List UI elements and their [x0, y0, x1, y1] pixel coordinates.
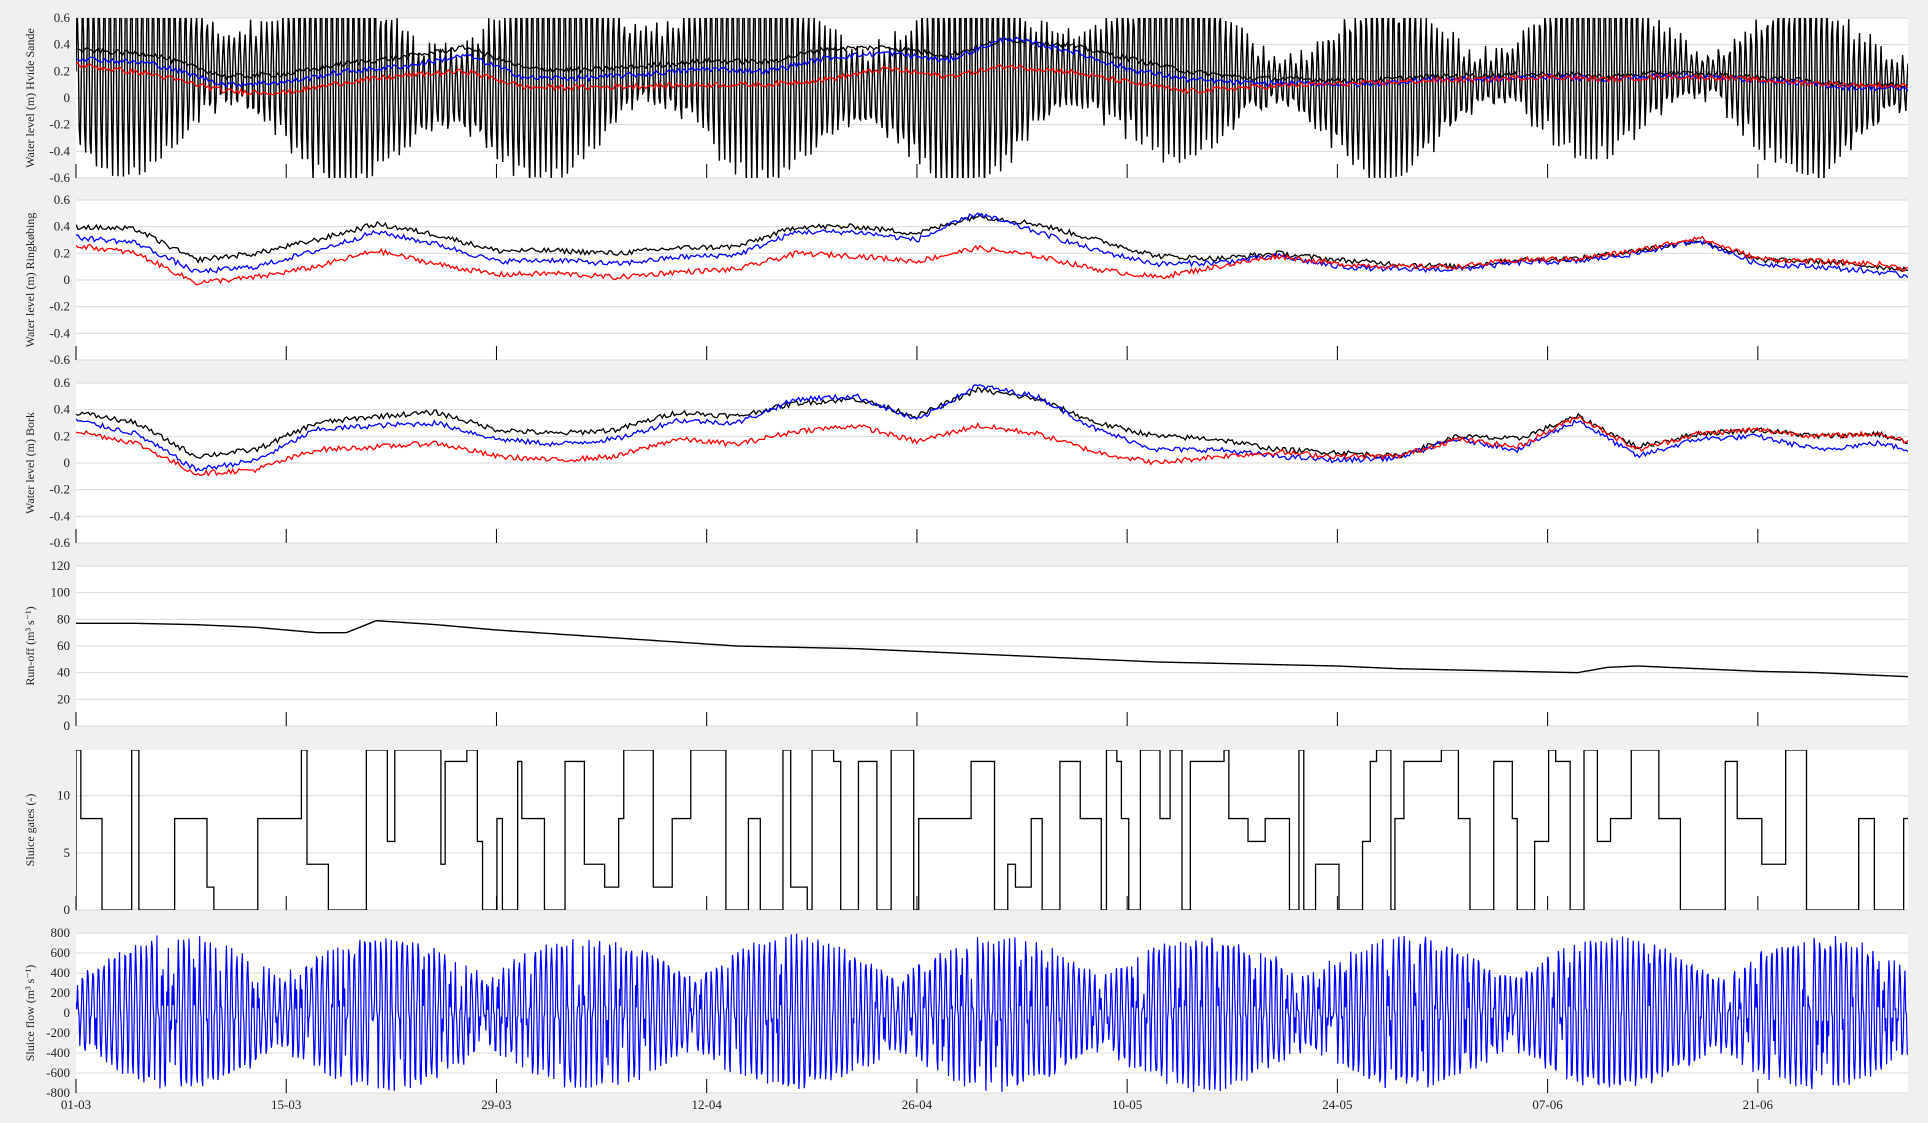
y-tick-label: 0 — [64, 455, 71, 470]
y-tick-label: 10 — [57, 788, 70, 803]
y-tick-label: -600 — [46, 1065, 70, 1080]
y-tick-label: 0.4 — [54, 219, 71, 234]
y-tick-label: -0.6 — [49, 170, 70, 185]
x-tick-label: 01-03 — [61, 1097, 91, 1112]
series-group — [76, 620, 1908, 678]
y-tick-label: 0.4 — [54, 37, 71, 52]
y-tick-label: 0 — [64, 718, 71, 733]
series-line — [76, 383, 1908, 473]
y-tick-label: 0 — [64, 902, 71, 917]
series-group — [76, 383, 1908, 477]
y-tick-label: -800 — [46, 1085, 70, 1100]
panel-4: 120 100 80 60 40 20 0 Run-off (m³ s⁻¹) — [23, 558, 1908, 733]
series-line-flow — [76, 933, 1908, 1093]
y-tick-label: 0.4 — [54, 402, 71, 417]
y-tick-label: 60 — [57, 638, 70, 653]
y-axis-label: Sluice flow (m³ s⁻¹) — [23, 965, 37, 1062]
y-tick-label: 0.6 — [54, 10, 71, 25]
y-axis-label: Run-off (m³ s⁻¹) — [23, 606, 37, 685]
x-tick-label: 26-04 — [902, 1097, 933, 1112]
y-tick-label: 600 — [51, 945, 71, 960]
y-tick-label: -0.4 — [49, 143, 70, 158]
y-tick-label: 0 — [64, 272, 71, 287]
series-group — [76, 18, 1908, 178]
series-line-tide — [76, 18, 1908, 178]
y-tick-label: 5 — [64, 845, 71, 860]
y-tick-label: -0.4 — [49, 325, 70, 340]
series-line-gates — [76, 750, 1908, 910]
series-line — [76, 36, 1908, 92]
y-tick-label: 0.2 — [54, 428, 70, 443]
series-line — [76, 235, 1908, 286]
y-tick-label: -400 — [46, 1045, 70, 1060]
x-tick-label: 29-03 — [481, 1097, 511, 1112]
series-group — [76, 212, 1908, 286]
panel-3: 0.6 0.4 0.2 0 -0.2 -0.4 -0.6 Water level (m) Bo… — [23, 375, 1908, 550]
y-tick-label: -200 — [46, 1025, 70, 1040]
y-axis-label: Water level (m) Hvide Sande — [23, 28, 37, 168]
y-tick-label: 0 — [64, 90, 71, 105]
y-tick-label: 200 — [51, 985, 71, 1000]
series-line — [76, 620, 1908, 678]
y-tick-label: 400 — [51, 965, 71, 980]
series-line — [76, 212, 1908, 279]
panel-1: 0.6 0.4 0.2 0 -0.2 -0.4 -0.6 Water level (m) Hv… — [23, 10, 1908, 185]
series-line — [76, 212, 1908, 273]
x-tick-label: 12-04 — [692, 1097, 723, 1112]
y-tick-label: 80 — [57, 611, 70, 626]
x-tick-label: 10-05 — [1112, 1097, 1142, 1112]
series-group — [76, 933, 1908, 1093]
y-tick-label: 100 — [51, 585, 71, 600]
series-line — [76, 62, 1908, 96]
y-tick-label: 0.2 — [54, 63, 70, 78]
y-tick-label: -0.6 — [49, 352, 70, 367]
y-tick-label: 0.6 — [54, 192, 71, 207]
panel-2: 0.6 0.4 0.2 0 -0.2 -0.4 -0.6 Water level (m) Ri… — [23, 192, 1908, 367]
series-line — [76, 415, 1908, 477]
y-tick-label: 0.6 — [54, 375, 71, 390]
y-tick-label: -0.2 — [49, 299, 70, 314]
y-tick-label: 40 — [57, 665, 70, 680]
x-tick-label: 15-03 — [271, 1097, 301, 1112]
x-tick-label: 21-06 — [1743, 1097, 1774, 1112]
y-tick-label: 0.2 — [54, 245, 70, 260]
y-tick-label: -0.4 — [49, 508, 70, 523]
series-line — [76, 386, 1908, 460]
panel-5: 10 5 0 Sluice gates (-) — [23, 750, 1908, 917]
y-axis-label: Sluice gates (-) — [23, 794, 37, 867]
y-tick-label: 0 — [64, 1005, 71, 1020]
y-tick-label: -0.2 — [49, 117, 70, 132]
panel-background — [76, 750, 1908, 910]
x-tick-label: 07-06 — [1532, 1097, 1563, 1112]
y-axis-label: Water level (m) Ringkøbing — [23, 213, 37, 348]
series-line — [76, 37, 1908, 88]
y-tick-label: 800 — [51, 925, 71, 940]
panel-6: 800 600 400 200 0 -200 -400 -600 -800 Sluice flow… — [23, 925, 1908, 1112]
series-group — [76, 750, 1908, 910]
y-axis-label: Water level (m) Bork — [23, 412, 37, 514]
y-tick-label: -0.2 — [49, 482, 70, 497]
y-tick-label: 20 — [57, 691, 70, 706]
y-tick-label: -0.6 — [49, 535, 70, 550]
x-tick-label: 24-05 — [1322, 1097, 1352, 1112]
y-tick-label: 120 — [51, 558, 71, 573]
